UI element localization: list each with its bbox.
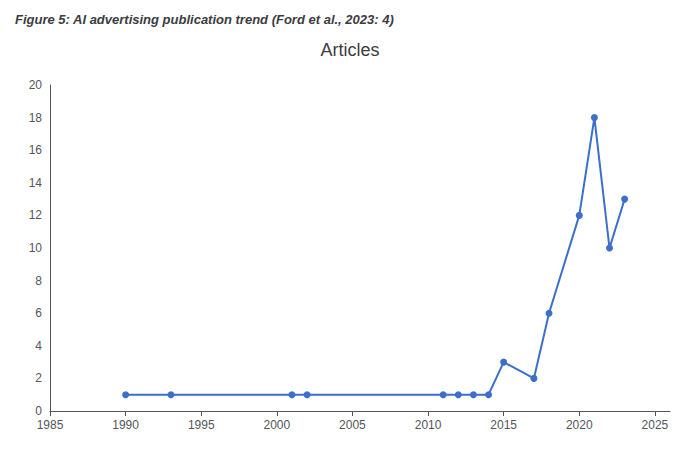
svg-text:Articles: Articles xyxy=(320,40,379,60)
svg-text:Figure 5: AI advertising publi: Figure 5: AI advertising publication tre… xyxy=(15,12,394,27)
svg-text:8: 8 xyxy=(35,274,42,288)
svg-text:0: 0 xyxy=(35,404,42,418)
svg-text:20: 20 xyxy=(29,78,43,92)
svg-text:10: 10 xyxy=(29,241,43,255)
svg-text:6: 6 xyxy=(35,306,42,320)
svg-text:1990: 1990 xyxy=(112,418,139,432)
svg-text:2025: 2025 xyxy=(642,418,669,432)
svg-text:18: 18 xyxy=(29,111,43,125)
svg-text:1985: 1985 xyxy=(37,418,64,432)
svg-text:2010: 2010 xyxy=(415,418,442,432)
svg-text:4: 4 xyxy=(35,339,42,353)
svg-text:2000: 2000 xyxy=(263,418,290,432)
svg-text:2005: 2005 xyxy=(339,418,366,432)
svg-text:12: 12 xyxy=(29,208,43,222)
svg-text:2: 2 xyxy=(35,371,42,385)
svg-text:1995: 1995 xyxy=(188,418,215,432)
svg-text:16: 16 xyxy=(29,143,43,157)
svg-text:2015: 2015 xyxy=(490,418,517,432)
svg-text:14: 14 xyxy=(29,176,43,190)
svg-text:2020: 2020 xyxy=(566,418,593,432)
